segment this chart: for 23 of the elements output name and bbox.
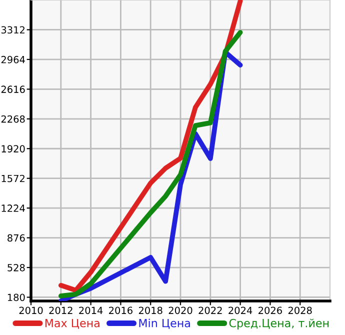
x-tick-label: 2022 <box>198 306 222 314</box>
y-tick-label: 1572 <box>2 174 24 182</box>
x-tick-label: 2020 <box>168 306 192 314</box>
y-tick-label: 2964 <box>1 56 25 64</box>
x-tick-label: 2016 <box>109 306 132 314</box>
y-tick-label: 528 <box>8 264 25 272</box>
y-tick-label: 180 <box>8 294 25 302</box>
x-tick-label: 2012 <box>49 306 72 314</box>
y-tick-label: 1920 <box>2 145 25 152</box>
legend-label: Min Цена <box>139 318 190 329</box>
x-tick-label: 2028 <box>288 306 312 314</box>
x-tick-label: 2018 <box>138 306 162 314</box>
y-tick-label: 1224 <box>2 204 25 212</box>
x-tick-label: 2010 <box>19 306 43 314</box>
legend-label: Max Цена <box>45 319 100 329</box>
x-tick-label: 2014 <box>79 306 103 314</box>
y-tick-label: 3312 <box>1 26 24 34</box>
y-tick-label: 876 <box>8 234 25 242</box>
x-tick-label: 2024 <box>228 306 252 314</box>
x-tick-label: 2026 <box>258 306 282 314</box>
legend-label: Сред.Цена, т.йен <box>229 318 329 330</box>
y-tick-label: 2268 <box>1 115 25 123</box>
y-tick-label: 2616 <box>1 86 25 94</box>
